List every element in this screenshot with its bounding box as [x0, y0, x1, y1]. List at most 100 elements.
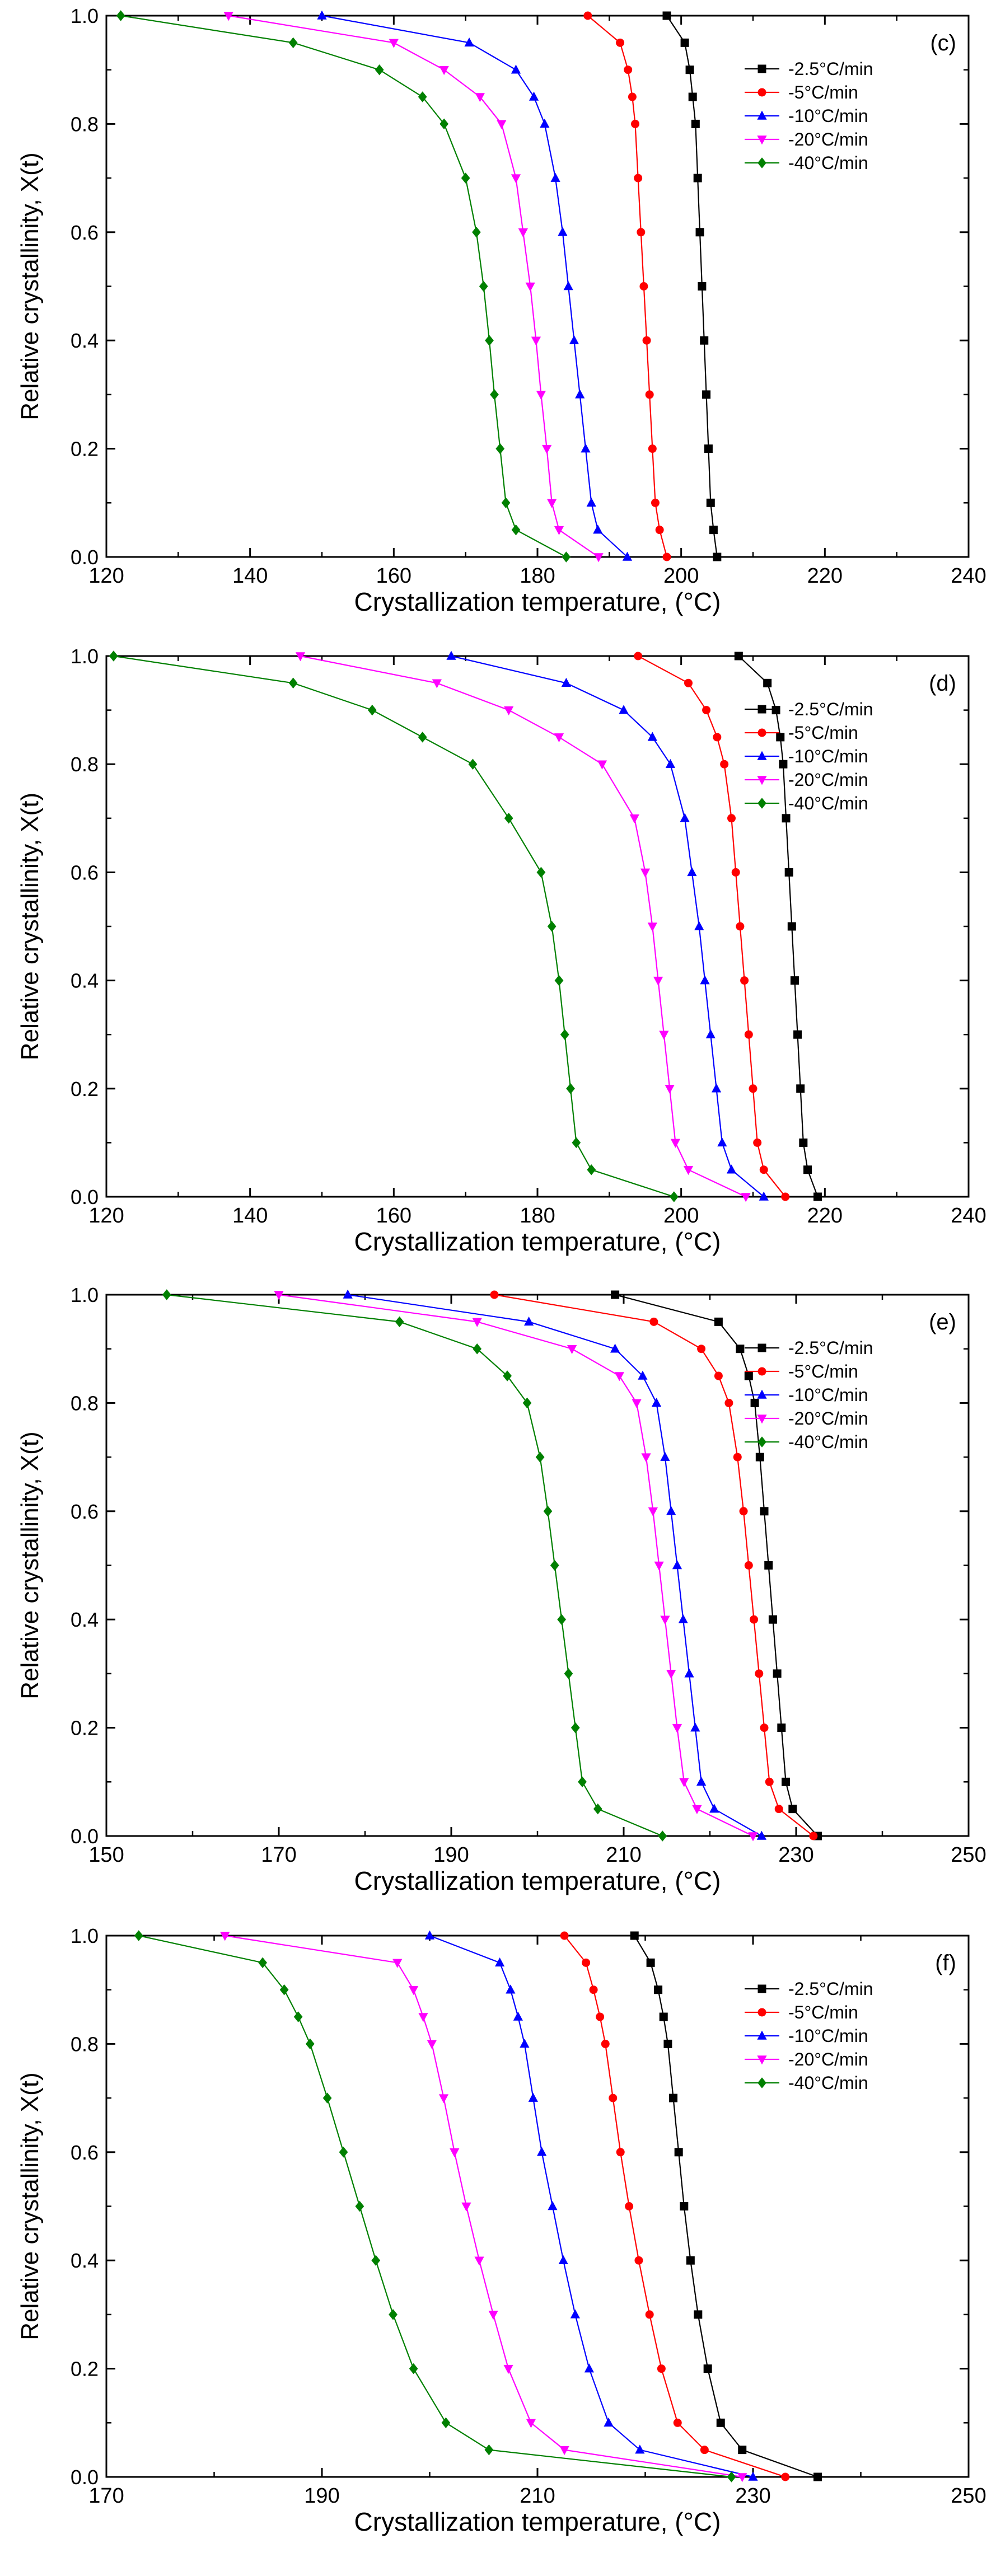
data-point — [162, 1289, 171, 1300]
series-5 — [162, 1289, 667, 1842]
data-point — [536, 391, 546, 400]
data-point — [704, 444, 713, 453]
data-point — [446, 650, 456, 660]
data-point — [528, 2092, 538, 2102]
data-point — [713, 733, 722, 742]
data-point — [714, 1371, 723, 1380]
legend-marker — [757, 64, 766, 73]
data-point — [625, 2202, 634, 2210]
data-point — [726, 1164, 737, 1174]
y-tick-label: 0.0 — [71, 1825, 99, 1848]
data-point — [665, 1085, 675, 1094]
data-point — [703, 2364, 712, 2373]
data-point — [503, 2364, 513, 2374]
data-point — [666, 1670, 676, 1679]
data-point — [609, 2093, 618, 2102]
data-point — [587, 1164, 596, 1175]
data-point — [629, 814, 639, 824]
data-point — [672, 1723, 682, 1733]
chart-panel: 170 190 210 230 250 0.0 0.2 0.4 0.6 0.8 1.0 Crystal… — [16, 1924, 986, 2536]
data-point — [760, 1723, 769, 1732]
series-line — [225, 1935, 742, 2478]
series-1 — [734, 652, 822, 1201]
data-layer — [162, 1289, 822, 1842]
legend-marker — [757, 88, 766, 97]
data-point — [679, 1778, 689, 1787]
y-tick-label: 0.2 — [71, 1717, 99, 1740]
data-point — [543, 1506, 553, 1517]
data-point — [694, 2310, 703, 2319]
data-point — [610, 1343, 620, 1353]
data-point — [660, 1615, 670, 1625]
y-axis-label: Relative crystallinity, X(t) — [16, 152, 44, 420]
data-point — [649, 1317, 658, 1326]
data-point — [678, 1614, 688, 1623]
data-point — [288, 677, 298, 689]
data-point — [685, 65, 694, 74]
data-point — [474, 2256, 484, 2266]
data-point — [593, 553, 604, 563]
data-point — [339, 2147, 348, 2158]
data-point — [738, 2446, 747, 2455]
series-3 — [446, 650, 769, 1201]
data-point — [572, 1137, 581, 1149]
data-point — [784, 868, 793, 877]
data-point — [642, 336, 651, 345]
data-point — [472, 1318, 482, 1327]
data-point — [501, 497, 511, 509]
legend-marker — [757, 728, 766, 737]
data-point — [536, 867, 546, 878]
x-tick-label: 150 — [88, 1843, 124, 1867]
data-point — [582, 1958, 591, 1967]
y-axis-label: Relative crystallinity, X(t) — [16, 1431, 44, 1699]
data-point — [696, 1776, 707, 1786]
data-point — [653, 976, 663, 986]
data-point — [702, 706, 711, 715]
legend-marker — [757, 1415, 767, 1424]
legend-marker — [757, 798, 766, 809]
data-point — [657, 2364, 666, 2373]
legend-label: -40°C/min — [788, 153, 868, 173]
data-point — [698, 282, 707, 291]
y-tick-label: 0.6 — [71, 1500, 99, 1523]
data-point — [790, 976, 799, 985]
series-line — [494, 1294, 814, 1837]
legend-label: -20°C/min — [788, 770, 868, 790]
data-point — [700, 336, 709, 345]
data-point — [558, 2255, 568, 2264]
legend-label: -10°C/min — [788, 106, 868, 126]
data-point — [740, 976, 749, 985]
data-point — [813, 2472, 822, 2481]
data-point — [739, 1507, 748, 1516]
data-point — [586, 497, 596, 507]
data-point — [691, 119, 700, 128]
y-tick-label: 0.2 — [71, 1078, 99, 1100]
data-point — [799, 1138, 808, 1147]
series-line — [634, 1935, 818, 2478]
data-point — [367, 704, 377, 716]
data-point — [788, 1805, 797, 1814]
data-point — [720, 760, 729, 769]
data-point — [744, 1371, 753, 1380]
data-point — [705, 1029, 716, 1038]
data-point — [343, 1289, 353, 1299]
data-point — [759, 1191, 769, 1201]
data-point — [674, 2148, 683, 2157]
data-point — [692, 1805, 702, 1815]
x-tick-label: 200 — [663, 564, 699, 588]
data-point — [288, 37, 298, 49]
data-point — [748, 1832, 758, 1842]
data-point — [116, 10, 125, 21]
data-point — [809, 1832, 818, 1840]
series-line — [738, 655, 819, 1197]
series-2 — [490, 1290, 818, 1840]
data-point — [634, 2256, 643, 2265]
data-point — [279, 1984, 289, 1996]
y-tick-label: 1.0 — [71, 1284, 99, 1306]
data-point — [479, 280, 488, 292]
x-tick-label: 180 — [520, 564, 555, 588]
data-point — [736, 1345, 745, 1353]
data-point — [645, 390, 654, 399]
x-tick-label: 230 — [735, 2484, 770, 2508]
legend-label: -10°C/min — [788, 1385, 868, 1405]
